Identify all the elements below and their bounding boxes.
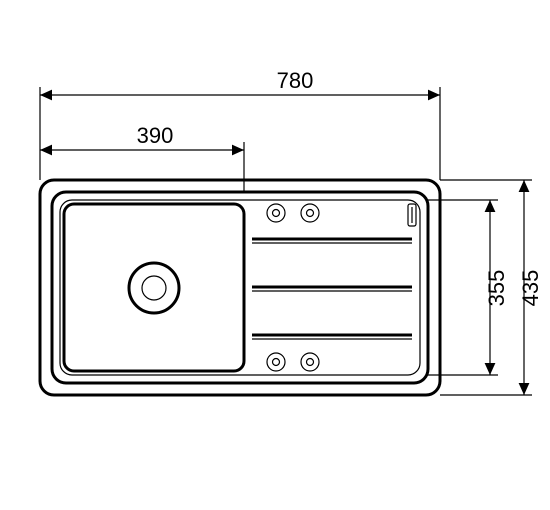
drain-outer-circle bbox=[129, 263, 179, 313]
arrowhead bbox=[232, 145, 244, 156]
tap-hole bbox=[267, 353, 285, 371]
tap-hole bbox=[267, 204, 285, 222]
tap-hole-center bbox=[307, 359, 314, 366]
tap-hole-center bbox=[273, 210, 280, 217]
sink-dimension-diagram: 780 390 355 435 bbox=[0, 0, 550, 510]
dim-label: 390 bbox=[137, 123, 174, 148]
tap-hole bbox=[301, 353, 319, 371]
arrowhead bbox=[40, 145, 52, 156]
tap-hole-center bbox=[307, 210, 314, 217]
arrowhead bbox=[485, 200, 496, 212]
dim-label: 355 bbox=[484, 270, 509, 307]
arrowhead bbox=[519, 383, 530, 395]
dim-label: 780 bbox=[277, 68, 314, 93]
arrowhead bbox=[519, 180, 530, 192]
drain-inner-circle bbox=[142, 276, 166, 300]
tap-hole-center bbox=[273, 359, 280, 366]
arrowhead bbox=[485, 363, 496, 375]
sink-bowl bbox=[64, 204, 244, 371]
dim-label: 435 bbox=[518, 270, 543, 307]
arrowhead bbox=[40, 90, 52, 101]
arrowhead bbox=[428, 90, 440, 101]
tap-hole bbox=[301, 204, 319, 222]
